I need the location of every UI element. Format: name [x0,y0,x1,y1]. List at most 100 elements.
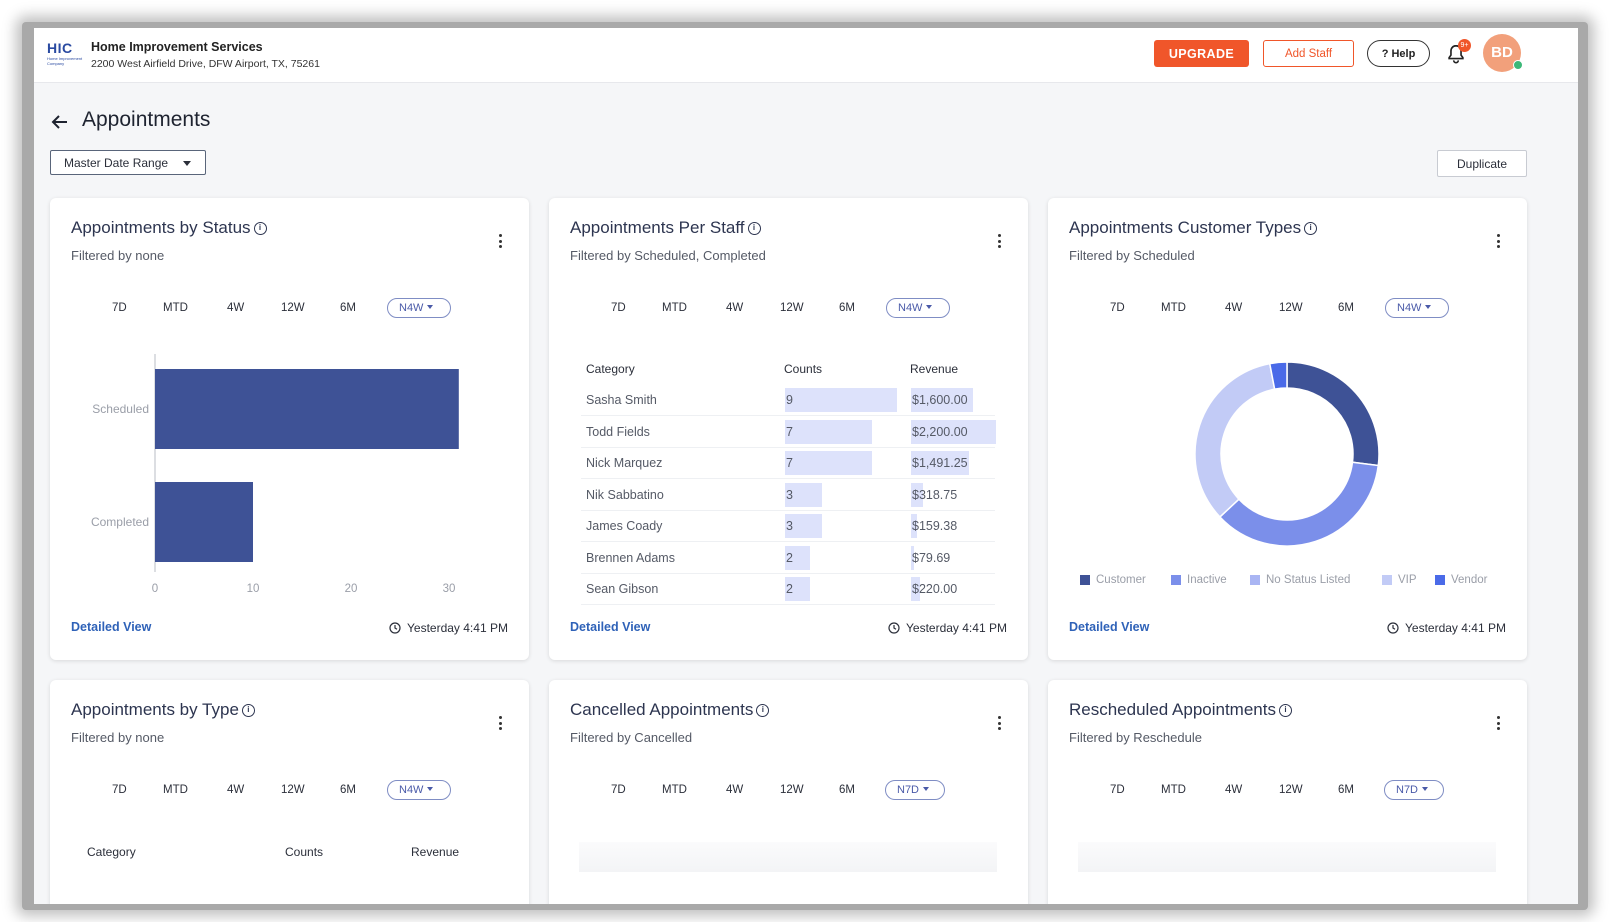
range-12w[interactable]: 12W [1279,302,1303,314]
kebab-menu-icon[interactable] [1495,234,1501,250]
range-6m[interactable]: 6M [839,784,855,796]
range-mtd[interactable]: MTD [163,784,188,796]
revenue-bar [911,514,918,538]
range-12w[interactable]: 12W [780,784,804,796]
range-selected-dropdown[interactable]: N4W [1385,298,1449,318]
range-mtd[interactable]: MTD [1161,784,1186,796]
kebab-menu-icon[interactable] [996,234,1002,250]
table-row[interactable]: Sean Gibson 2 $220.00 [581,574,995,605]
range-4w[interactable]: 4W [227,302,245,314]
upgrade-button[interactable]: UPGRADE [1154,40,1249,67]
revenue-value: $1,600.00 [912,393,968,407]
legend-swatch [1382,575,1392,585]
bar-completed[interactable] [155,482,253,562]
range-6m[interactable]: 6M [1338,784,1354,796]
range-7d[interactable]: 7D [611,302,626,314]
legend-label: Vendor [1451,574,1488,586]
kebab-menu-icon[interactable] [996,716,1002,732]
info-icon[interactable]: i [756,703,770,717]
range-7d[interactable]: 7D [1110,784,1125,796]
range-12w[interactable]: 12W [281,302,305,314]
column-header-counts: Counts [285,845,324,859]
range-6m[interactable]: 6M [839,302,855,314]
legend-label: Inactive [1187,574,1227,586]
table-row[interactable]: Sasha Smith 9 $1,600.00 [581,385,995,416]
count-bar [785,419,873,444]
logo-subtext: Home Improvement Company [47,56,83,66]
duplicate-button[interactable]: Duplicate [1437,150,1527,177]
range-12w[interactable]: 12W [1279,784,1303,796]
table-row[interactable]: Todd Fields 7 $2,200.00 [581,417,996,448]
column-header-revenue: Revenue [910,362,959,376]
kebab-menu-icon[interactable] [497,716,503,732]
range-4w[interactable]: 4W [726,784,744,796]
master-date-range-label: Master Date Range [64,155,169,170]
legend-item[interactable]: No Status Listed [1250,574,1350,586]
range-4w[interactable]: 4W [227,784,245,796]
slice-inactive[interactable] [1218,461,1380,547]
range-mtd[interactable]: MTD [1161,302,1186,314]
info-icon[interactable]: i [1278,703,1292,717]
range-selector: 7D MTD 4W 12W 6M N4W [549,298,1028,320]
legend-swatch [1080,575,1090,585]
range-selected-label: N7D [897,784,920,796]
slice-vip[interactable] [1194,362,1276,519]
company-address: 2200 West Airfield Drive, DFW Airport, T… [91,58,320,70]
legend-item[interactable]: Customer [1080,574,1146,586]
info-icon[interactable]: i [241,703,255,717]
back-arrow-icon[interactable] [50,112,70,132]
range-6m[interactable]: 6M [340,784,356,796]
range-12w[interactable]: 12W [780,302,804,314]
range-selected-dropdown[interactable]: N4W [387,298,451,318]
detailed-view-link[interactable]: Detailed View [1069,620,1150,634]
add-staff-button[interactable]: Add Staff [1263,40,1354,67]
bar-scheduled[interactable] [155,369,459,449]
info-icon[interactable]: i [747,221,761,235]
legend-item[interactable]: Inactive [1171,574,1227,586]
range-7d[interactable]: 7D [1110,302,1125,314]
master-date-range-dropdown[interactable]: Master Date Range [50,150,206,175]
range-selected-dropdown[interactable]: N7D [1384,780,1444,800]
count-value: 3 [786,487,793,502]
table-row[interactable]: Nik Sabbatino 3 $318.75 [581,480,995,511]
range-selector: 7D MTD 4W 12W 6M N7D [1048,780,1527,802]
range-mtd[interactable]: MTD [163,302,188,314]
legend-item[interactable]: VIP [1382,574,1417,586]
count-bar [785,577,810,601]
revenue-bar [911,419,996,444]
table-row[interactable]: James Coady 3 $159.38 [581,511,995,542]
table-row[interactable]: Nick Marquez 7 $1,491.25 [581,448,995,479]
info-icon[interactable]: i [1304,221,1318,235]
column-header-counts: Counts [784,362,823,376]
category-label: Completed [91,515,149,529]
table-row[interactable]: Brennen Adams 2 $79.69 [581,543,995,574]
range-selected-dropdown[interactable]: N4W [387,780,451,800]
range-4w[interactable]: 4W [726,302,744,314]
range-mtd[interactable]: MTD [662,784,687,796]
range-4w[interactable]: 4W [1225,784,1243,796]
detailed-view-link[interactable]: Detailed View [71,620,152,634]
range-12w[interactable]: 12W [281,784,305,796]
count-value: 9 [786,393,793,407]
range-mtd[interactable]: MTD [662,302,687,314]
kebab-menu-icon[interactable] [1495,716,1501,732]
detailed-view-link[interactable]: Detailed View [570,620,651,634]
help-button[interactable]: ? Help [1367,40,1430,67]
range-7d[interactable]: 7D [611,784,626,796]
kebab-menu-icon[interactable] [497,234,503,250]
count-bar [785,388,897,412]
legend-item[interactable]: Vendor [1435,574,1487,586]
card-rescheduled-appointments: Rescheduled Appointments i Filtered by R… [1048,680,1527,904]
range-6m[interactable]: 6M [340,302,356,314]
range-4w[interactable]: 4W [1225,302,1243,314]
staff-name: Nick Marquez [586,456,663,470]
range-selected-dropdown[interactable]: N4W [886,298,950,318]
range-6m[interactable]: 6M [1338,302,1354,314]
range-7d[interactable]: 7D [112,302,127,314]
info-icon[interactable]: i [253,221,267,235]
slice-vendor[interactable] [1268,361,1288,391]
range-selected-dropdown[interactable]: N7D [885,780,945,800]
slice-customer[interactable] [1286,361,1380,467]
x-tick-label: 10 [247,583,260,595]
range-7d[interactable]: 7D [112,784,127,796]
